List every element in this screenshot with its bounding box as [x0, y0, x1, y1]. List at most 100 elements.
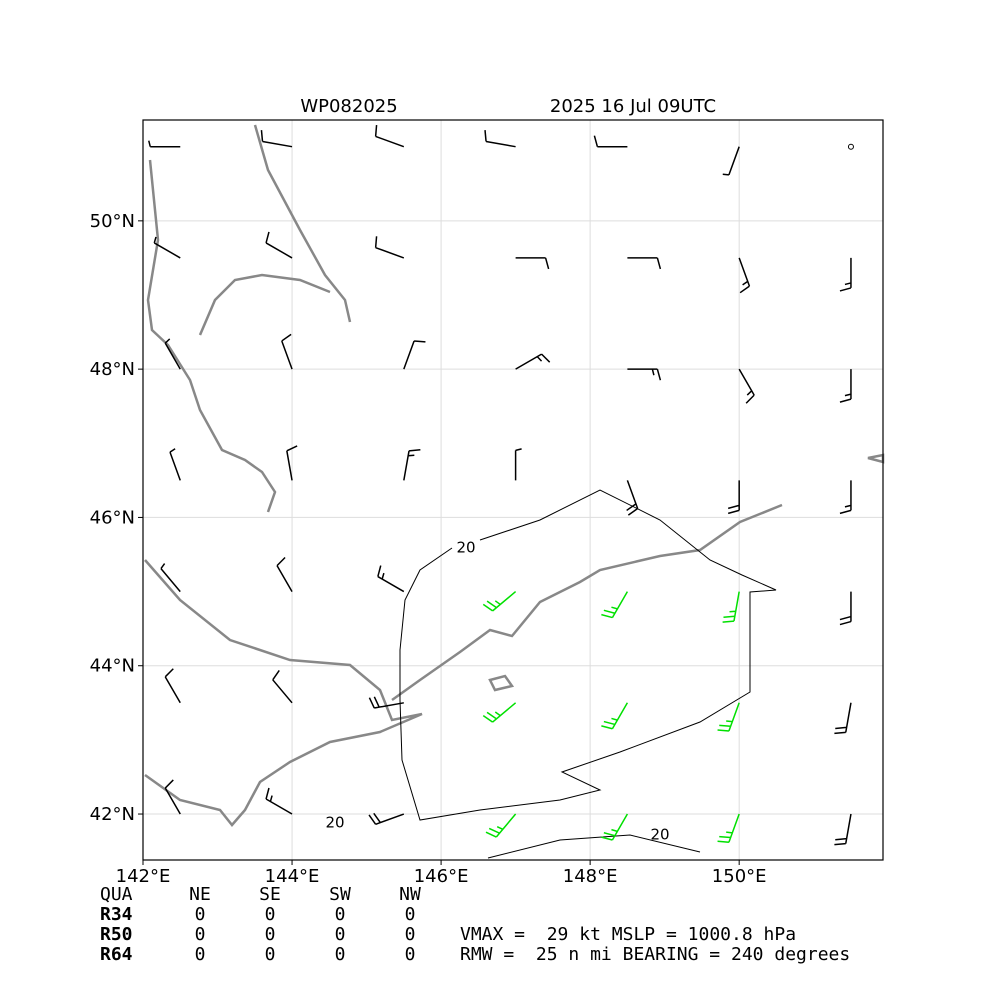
- coastlines: [144, 124, 885, 827]
- wind-barb: [368, 812, 405, 825]
- axis-ticks: 142°E 144°E 146°E 148°E 150°E 42°N 44°N 46°N 48°…: [90, 211, 767, 887]
- storm-id: WP082025: [300, 96, 397, 117]
- wind-barb: [403, 340, 426, 370]
- wind-barb: [281, 333, 293, 370]
- wind-barb: [164, 668, 181, 704]
- table-cell: 0: [265, 924, 276, 945]
- map-frame: [142, 119, 884, 861]
- wind-barb: [601, 813, 629, 841]
- wind-barb: [515, 353, 551, 370]
- wind-barb: [839, 369, 852, 403]
- wind-barb: [260, 130, 293, 148]
- table-cell: 0: [265, 904, 276, 925]
- x-tick-label: 148°E: [563, 866, 618, 887]
- wind-barb: [148, 140, 181, 148]
- y-tick-label: 44°N: [90, 656, 135, 677]
- unit: hPa: [764, 924, 797, 945]
- y-tick-label: 48°N: [90, 359, 135, 380]
- coastline: [253, 124, 352, 323]
- table-cell: 0: [195, 944, 206, 965]
- coastline: [391, 503, 783, 702]
- value: 25: [536, 944, 558, 965]
- table-cell: 0: [405, 924, 416, 945]
- contour-label: 20: [456, 539, 475, 557]
- y-tick-label: 50°N: [90, 211, 135, 232]
- coastline: [146, 159, 277, 513]
- value: 240: [731, 944, 764, 965]
- wind-barb: [515, 257, 550, 270]
- wind-barb: [374, 125, 405, 148]
- wind-barb: [839, 257, 852, 292]
- wind-barb: [738, 257, 751, 294]
- x-tick-label: 146°E: [414, 866, 469, 887]
- wind-barb: [717, 813, 740, 843]
- x-tick-label: 144°E: [265, 866, 320, 887]
- wind-barb: [377, 565, 405, 593]
- table-header: QUA: [100, 884, 133, 905]
- coastline: [488, 674, 515, 692]
- wind-barb: [374, 236, 405, 259]
- label: RMW =: [460, 944, 514, 965]
- wind-barb: [601, 702, 629, 730]
- row-label: R34: [100, 904, 133, 925]
- label: MSLP =: [612, 924, 677, 945]
- wind-barb: [839, 480, 852, 515]
- unit: kt: [579, 924, 601, 945]
- table-cell: 0: [405, 944, 416, 965]
- table-cell: 0: [265, 944, 276, 965]
- wind-barb: [834, 813, 852, 846]
- unit: n mi: [568, 944, 611, 965]
- table-cell: 0: [195, 904, 206, 925]
- label: VMAX =: [460, 924, 525, 945]
- wind-barb: [265, 787, 293, 815]
- y-tick-label: 42°N: [90, 804, 135, 825]
- wind-barb: [485, 813, 517, 838]
- wind-barb: [169, 448, 181, 481]
- unit: degrees: [774, 944, 850, 965]
- wind-barb: [738, 368, 755, 404]
- wind-barb: [722, 146, 740, 176]
- wind-barb: [839, 591, 852, 626]
- wind-barb: [272, 670, 293, 704]
- wind-barb: [286, 445, 298, 481]
- coastline: [144, 559, 423, 827]
- wind-barb: [626, 480, 639, 516]
- wind-barb: [153, 236, 181, 259]
- table-cell: 0: [335, 924, 346, 945]
- wind-barb: [627, 257, 662, 270]
- wind-barb: [717, 702, 740, 732]
- y-tick-label: 46°N: [90, 507, 135, 528]
- summary-line: RMW = 25 n mi BEARING = 240 degrees: [460, 944, 850, 965]
- contour: [487, 834, 701, 859]
- contours: [399, 489, 777, 859]
- table-cell: 0: [335, 944, 346, 965]
- wind-barb: [164, 338, 181, 370]
- valid-time: 2025 16 Jul 09UTC: [550, 96, 716, 117]
- table-header: SW: [329, 884, 351, 905]
- wind-barb: [484, 130, 516, 148]
- row-label: R64: [100, 944, 133, 965]
- wind-barb: [276, 556, 293, 592]
- x-tick-label: 142°E: [116, 866, 171, 887]
- wind-barb: [160, 563, 181, 593]
- table-header: NE: [189, 884, 211, 905]
- wind-barb: [368, 696, 404, 709]
- table-cell: 0: [335, 904, 346, 925]
- wind-barb: [482, 702, 517, 723]
- wind-barb: [403, 449, 421, 481]
- wind-barb: [627, 368, 662, 381]
- wind-barb: [164, 779, 181, 815]
- wind-barb: [601, 591, 629, 619]
- wind-barb: [482, 591, 517, 612]
- value: 29: [547, 924, 569, 945]
- wind-barb: [593, 135, 628, 148]
- calm-marker: [847, 143, 854, 150]
- table-cell: 0: [405, 904, 416, 925]
- wind-barb: [834, 702, 852, 735]
- contour-label: 20: [650, 826, 669, 844]
- coastline: [198, 273, 331, 336]
- wind-barb: [722, 591, 740, 623]
